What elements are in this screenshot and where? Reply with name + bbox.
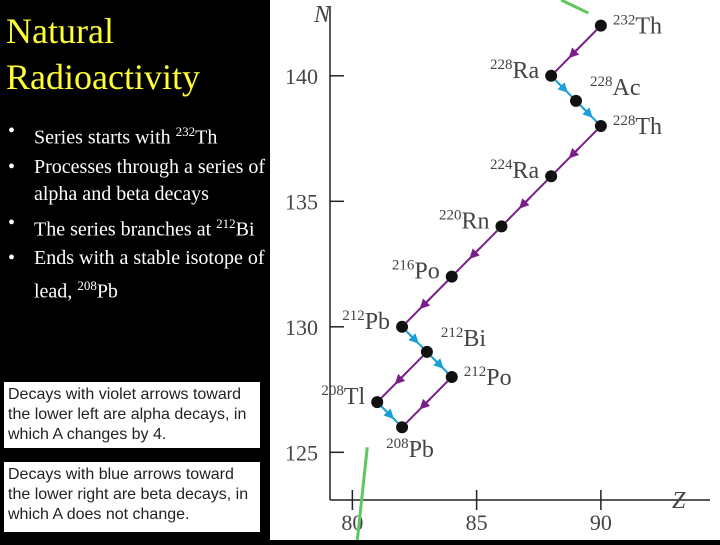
decay-chart: Z N 80 85 90 125 130 135 140 232Th 228Ra 228Ac 228Th… bbox=[270, 0, 720, 541]
nuclide-point-ac228 bbox=[570, 94, 583, 107]
text-panel: Natural Radioactivity Series starts with… bbox=[0, 0, 270, 540]
nuclide-point-po212 bbox=[445, 371, 458, 384]
alpha-decay-note: Decays with violet arrows toward the low… bbox=[4, 382, 260, 448]
alpha-decay-arrow bbox=[568, 146, 581, 159]
bullet-item: The series branches at 212Bi bbox=[8, 210, 268, 244]
nuclide-label-rn220: 220Rn bbox=[439, 207, 490, 234]
alpha-decay-arrow bbox=[568, 46, 581, 59]
x-tick-label: 90 bbox=[590, 510, 612, 535]
bullet-item: Ends with a stable isotope of lead, 208P… bbox=[8, 245, 268, 306]
x-tick-label: 85 bbox=[466, 510, 488, 535]
y-tick-label: 125 bbox=[285, 440, 318, 465]
alpha-decay-arrow bbox=[518, 196, 531, 209]
beta-decay-arrow bbox=[406, 331, 419, 344]
bullet-tail: Pb bbox=[96, 280, 118, 303]
slide-title: Natural Radioactivity bbox=[6, 8, 200, 100]
y-tick-label: 130 bbox=[285, 315, 318, 340]
y-tick-label: 140 bbox=[285, 64, 318, 89]
bullet-superscript: 232 bbox=[175, 124, 196, 139]
x-axis-label: Z bbox=[672, 488, 686, 514]
bullet-superscript: 208 bbox=[77, 278, 97, 294]
nuclide-label-ac228: 228Ac bbox=[590, 74, 640, 101]
nuclide-label-pb212: 212Pb bbox=[342, 308, 390, 335]
stability-line-top bbox=[560, 0, 590, 15]
nuclide-label-th228: 228Th bbox=[613, 113, 662, 140]
nuclide-point-th228 bbox=[594, 120, 607, 133]
title-line-2: Radioactivity bbox=[6, 57, 200, 97]
bullet-text: The series branches at bbox=[34, 218, 217, 241]
nuclide-point-ra224 bbox=[545, 170, 558, 183]
nuclide-point-rn220 bbox=[495, 220, 508, 233]
beta-decay-arrow bbox=[431, 356, 444, 369]
nuclide-label-po216: 216Po bbox=[392, 258, 440, 285]
nuclide-point-po216 bbox=[445, 270, 458, 283]
title-line-1: Natural bbox=[6, 11, 114, 51]
bullet-superscript: 212 bbox=[216, 215, 236, 231]
beta-decay-arrow bbox=[556, 80, 568, 93]
bullet-tail: Bi bbox=[235, 218, 255, 241]
bullet-text: Ends with a stable isotope of lead, bbox=[34, 247, 265, 303]
nuclide-label-ra228: 228Ra bbox=[490, 57, 540, 84]
nuclide-point-pb208 bbox=[396, 421, 409, 434]
bullet-tail: Th bbox=[195, 126, 218, 149]
stability-line-bottom bbox=[355, 447, 369, 541]
nuclide-label-pb208: 208Pb bbox=[386, 436, 434, 463]
nuclide-label-bi212: 212Bi bbox=[441, 325, 487, 352]
nuclide-label-po212: 212Po bbox=[464, 364, 512, 391]
bullet-item: Processes through a series of alpha and … bbox=[8, 154, 268, 208]
nuclide-point-th232 bbox=[594, 19, 607, 32]
nuclide-label-ra224: 224Ra bbox=[490, 157, 540, 184]
beta-decay-note: Decays with blue arrows toward the lower… bbox=[4, 462, 260, 532]
nuclide-label-tl208: 208Tl bbox=[321, 383, 365, 410]
nuclide-point-bi212 bbox=[420, 345, 433, 358]
nuclide-point-tl208 bbox=[371, 396, 384, 409]
y-tick-label: 135 bbox=[285, 189, 318, 214]
nuclide-point-pb212 bbox=[396, 320, 409, 333]
nuclide-label-th232: 232Th bbox=[613, 13, 662, 40]
alpha-decay-arrow bbox=[419, 297, 432, 310]
bullet-list: Series starts with 232Th Processes throu… bbox=[8, 118, 268, 308]
y-axis-label: N bbox=[313, 2, 332, 28]
bullet-text: Processes through a series of alpha and … bbox=[34, 155, 266, 205]
beta-decay-arrow bbox=[382, 407, 395, 420]
nuclide-point-ra228 bbox=[545, 69, 558, 82]
alpha-decay-arrow bbox=[469, 246, 482, 259]
alpha-decay-arrow bbox=[419, 397, 432, 410]
bullet-text: Series starts with bbox=[34, 126, 176, 149]
beta-decay-arrow bbox=[580, 105, 593, 118]
alpha-decay-arrow bbox=[394, 372, 407, 385]
bullet-item: Series starts with 232Th bbox=[8, 118, 268, 152]
